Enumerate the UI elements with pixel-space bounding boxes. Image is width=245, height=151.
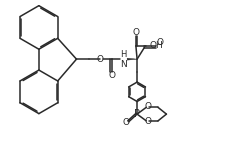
Text: O: O — [144, 102, 151, 111]
Text: P: P — [134, 109, 140, 119]
Text: O: O — [108, 71, 115, 80]
Text: O: O — [132, 28, 139, 37]
Text: N: N — [120, 60, 127, 69]
Text: O: O — [97, 55, 103, 64]
Text: O: O — [122, 118, 129, 127]
Text: H: H — [121, 50, 127, 59]
Polygon shape — [127, 58, 137, 60]
Text: O: O — [144, 117, 151, 126]
Text: O: O — [157, 38, 164, 47]
Text: OH: OH — [149, 41, 163, 50]
